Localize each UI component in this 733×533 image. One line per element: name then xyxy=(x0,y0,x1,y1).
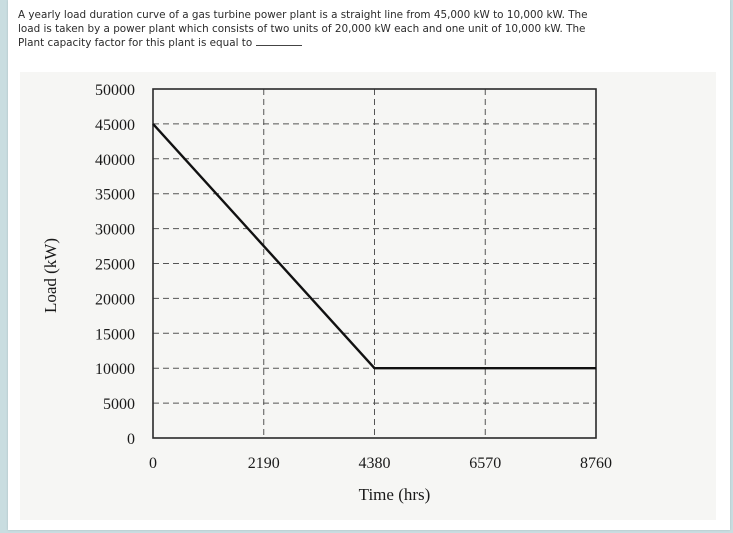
y-tick-label: 25000 xyxy=(95,257,135,274)
question-line-2: load is taken by a power plant which con… xyxy=(18,23,586,35)
y-tick-label: 35000 xyxy=(95,187,135,204)
x-tick-labels: 0 2190 4380 6570 8760 xyxy=(149,455,612,472)
question-line-1: A yearly load duration curve of a gas tu… xyxy=(18,9,588,21)
answer-blank xyxy=(255,37,302,46)
y-axis-title: Load (kW) xyxy=(41,238,60,313)
x-tick-label: 2190 xyxy=(248,455,280,472)
x-tick-label: 0 xyxy=(149,455,157,472)
y-tick-label: 10000 xyxy=(95,361,135,378)
question-text: A yearly load duration curve of a gas tu… xyxy=(18,8,718,50)
y-tick-label: 30000 xyxy=(95,222,135,239)
load-curve-line xyxy=(152,123,596,370)
y-tick-label: 20000 xyxy=(95,291,135,308)
question-line-3: Plant capacity factor for this plant is … xyxy=(18,37,253,49)
chart-panel: 0 5000 10000 15000 20000 25000 30000 35000 40000… xyxy=(20,72,716,520)
question-card: A yearly load duration curve of a gas tu… xyxy=(8,0,730,530)
x-tick-label: 8760 xyxy=(580,455,612,472)
x-tick-label: 6570 xyxy=(469,455,501,472)
plot-frame xyxy=(152,88,597,439)
y-tick-label: 5000 xyxy=(103,396,135,413)
y-tick-label: 40000 xyxy=(95,152,135,169)
load-duration-chart: 0 5000 10000 15000 20000 25000 30000 35000 40000… xyxy=(41,82,612,504)
series-lines xyxy=(152,123,596,370)
y-tick-label: 15000 xyxy=(95,326,135,343)
y-tick-label: 45000 xyxy=(95,117,135,134)
grid-lines xyxy=(153,89,596,438)
y-tick-labels: 0 5000 10000 15000 20000 25000 30000 35000 40000… xyxy=(95,82,135,448)
y-tick-label: 0 xyxy=(127,431,135,448)
x-tick-label: 4380 xyxy=(359,455,391,472)
y-tick-label: 50000 xyxy=(95,82,135,99)
x-axis-title: Time (hrs) xyxy=(359,485,431,504)
